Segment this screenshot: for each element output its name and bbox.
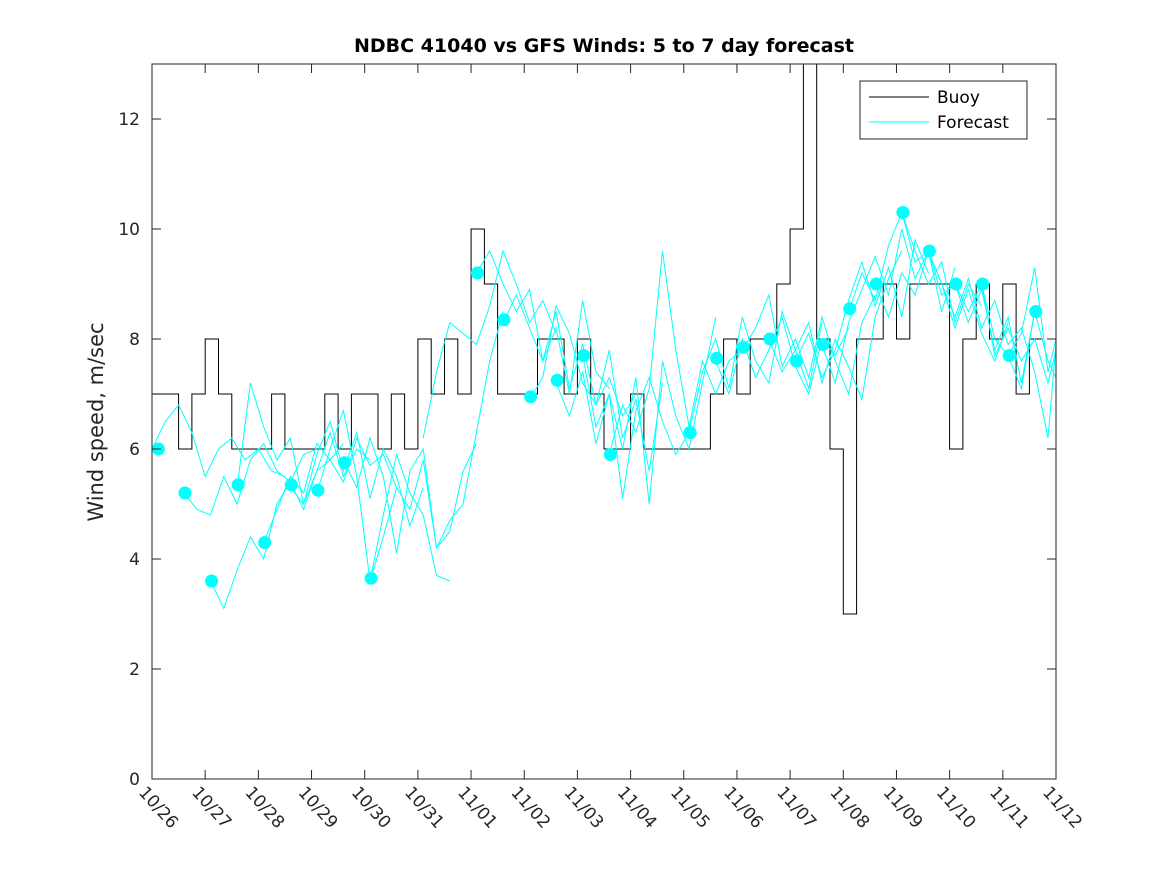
forecast-markers <box>151 206 1043 588</box>
forecast-line <box>794 238 929 379</box>
legend: Buoy Forecast <box>859 80 1028 140</box>
forecast-line <box>555 371 690 499</box>
forecast-marker <box>205 574 219 588</box>
forecast-line <box>289 419 424 528</box>
y-tick-label: 4 <box>129 550 140 570</box>
forecast-marker <box>524 390 538 404</box>
forecast-line <box>210 443 344 610</box>
forecast-line <box>768 250 903 402</box>
forecast-marker <box>790 354 803 368</box>
forecast-marker <box>1029 305 1043 318</box>
y-axis-ticks: 0 2 4 6 8 10 12 <box>118 110 1056 790</box>
forecast-marker <box>1002 349 1016 362</box>
forecast-marker <box>763 332 777 346</box>
forecast-marker <box>976 277 990 291</box>
forecast-marker <box>550 373 564 387</box>
forecast-line <box>1007 267 1057 373</box>
forecast-marker <box>683 426 697 439</box>
y-tick-label: 10 <box>118 220 140 240</box>
forecast-marker <box>922 244 936 258</box>
forecast-line <box>342 436 477 554</box>
forecast-marker <box>603 448 617 461</box>
forecast-marker <box>736 340 750 354</box>
forecast-line <box>316 408 450 582</box>
chart-title: NDBC 41040 vs GFS Winds: 5 to 7 day fore… <box>354 35 854 57</box>
forecast-marker <box>843 302 857 316</box>
forecast-marker <box>949 277 963 291</box>
forecast-marker <box>178 486 192 500</box>
forecast-marker <box>231 478 245 492</box>
forecast-marker <box>710 351 724 365</box>
forecast-line <box>369 311 504 582</box>
y-tick-label: 12 <box>118 110 140 130</box>
y-tick-label: 6 <box>129 440 140 460</box>
legend-buoy-label: Buoy <box>937 88 980 108</box>
forecast-line <box>927 250 1057 439</box>
forecast-line <box>502 293 637 418</box>
forecast-marker <box>338 456 351 470</box>
buoy-series <box>152 63 1043 615</box>
forecast-line <box>848 211 983 325</box>
forecast-marker <box>284 478 298 492</box>
forecast-line <box>901 212 1036 391</box>
forecast-line <box>954 283 1057 384</box>
forecast-line <box>981 283 1057 385</box>
buoy-line <box>152 63 1043 615</box>
forecast-line <box>608 250 743 455</box>
y-tick-label: 8 <box>129 330 140 350</box>
forecast-marker <box>577 349 591 362</box>
forecast-marker <box>258 536 272 549</box>
forecast-marker <box>311 483 325 497</box>
y-tick-label: 2 <box>129 660 140 680</box>
forecast-marker <box>816 338 830 351</box>
y-tick-label: 0 <box>129 770 140 790</box>
forecast-line <box>821 228 956 385</box>
forecast-marker <box>896 206 910 219</box>
forecast-marker <box>869 277 883 291</box>
forecast-line <box>151 404 286 478</box>
plot-frame <box>151 63 1057 780</box>
forecast-marker <box>470 266 484 280</box>
forecast-line <box>741 293 876 396</box>
forecast-marker <box>364 571 378 585</box>
forecast-line <box>183 442 317 516</box>
legend-box <box>859 80 1028 140</box>
forecast-marker <box>497 313 511 327</box>
legend-forecast-label: Forecast <box>937 113 1009 133</box>
y-axis-label: Wind speed, m/sec <box>84 322 108 521</box>
